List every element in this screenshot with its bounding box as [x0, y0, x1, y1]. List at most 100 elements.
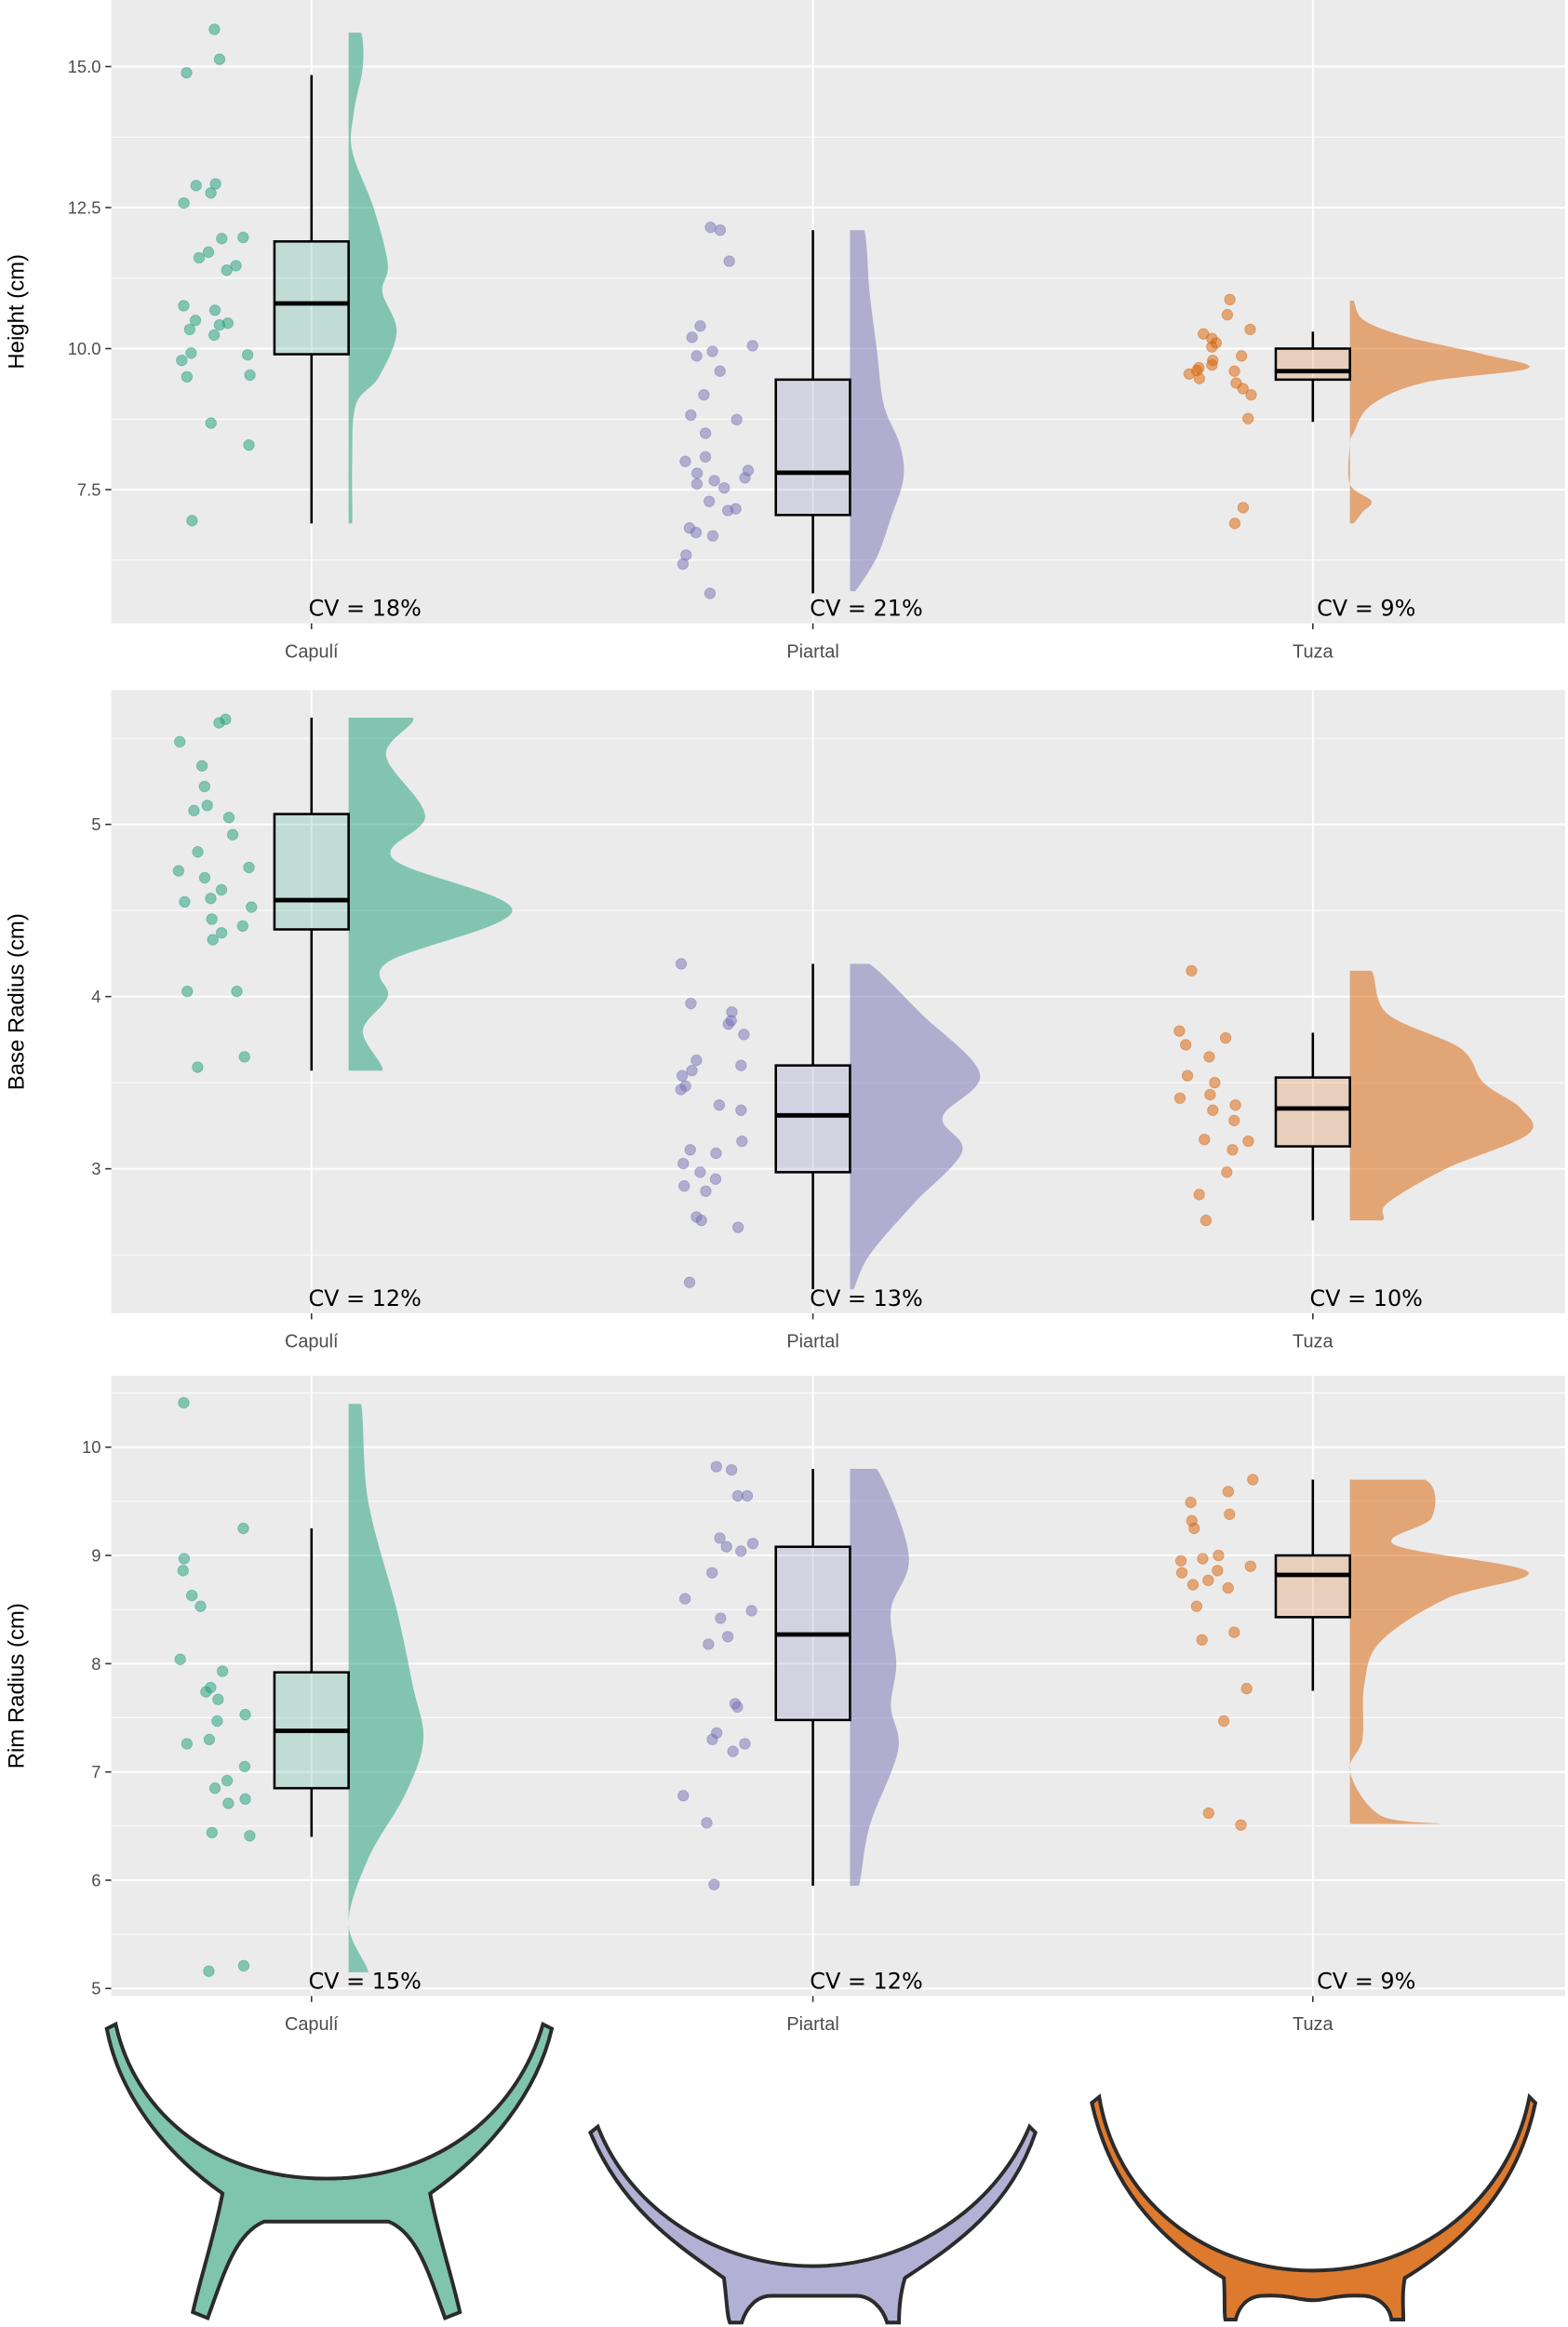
group-capulí: CV = 15% Capulí [174, 1396, 424, 2035]
data-point [677, 1157, 690, 1170]
data-point [741, 1489, 754, 1502]
data-point [1228, 365, 1240, 377]
data-point [207, 934, 219, 946]
data-point [1198, 328, 1210, 340]
data-point [226, 828, 239, 841]
x-tick-label: Tuza [1293, 641, 1333, 662]
data-point [181, 370, 194, 383]
x-tick-label: Piartal [786, 1332, 838, 1352]
y-tick-label: 15.0 [68, 57, 101, 76]
y-axis-title: Rim Radius (cm) [5, 1603, 30, 1769]
data-point [1224, 1508, 1236, 1521]
data-point [1173, 1025, 1186, 1037]
data-point [735, 1104, 747, 1116]
data-point [244, 369, 256, 382]
data-point [690, 467, 704, 479]
density-half-violin [850, 963, 981, 1290]
data-point [745, 1605, 757, 1617]
data-point [1175, 1567, 1188, 1579]
data-point [714, 365, 726, 377]
data-point [690, 478, 704, 491]
data-point [1207, 1104, 1219, 1116]
y-tick-label: 12.5 [68, 197, 101, 217]
data-point [746, 1538, 759, 1550]
data-point [1188, 1522, 1200, 1535]
box-iqr [774, 378, 851, 517]
data-point [704, 587, 717, 599]
data-point [1235, 1819, 1247, 1831]
data-point [714, 224, 727, 236]
density-half-violin [850, 230, 905, 592]
data-point [198, 871, 211, 884]
data-point [1224, 293, 1236, 306]
data-point [208, 329, 221, 342]
data-point [192, 1061, 204, 1073]
y-tick-label: 7.5 [77, 479, 101, 499]
data-point [722, 1018, 734, 1030]
data-point [710, 1460, 722, 1473]
data-point [715, 1612, 727, 1624]
y-tick-label: 6 [91, 1870, 101, 1890]
data-point [675, 958, 688, 970]
data-point [735, 1059, 747, 1071]
x-tick-label: Piartal [786, 2014, 838, 2035]
cv-label: CV = 9% [1317, 596, 1415, 622]
data-point [236, 920, 249, 933]
data-point [221, 1774, 234, 1787]
data-point [1245, 388, 1257, 401]
x-tick-label: Capulí [285, 641, 339, 662]
data-point [208, 23, 221, 35]
x-tick-label: Capulí [285, 1332, 339, 1352]
data-point [201, 800, 213, 812]
data-point [1197, 1553, 1209, 1565]
box-iqr [1274, 347, 1351, 382]
box-iqr [273, 240, 350, 356]
data-point [209, 178, 221, 190]
data-point [241, 348, 254, 361]
vessel-tuza [1090, 2092, 1538, 2322]
data-point [1183, 368, 1196, 381]
data-point [1206, 341, 1218, 353]
data-point [1199, 1214, 1213, 1227]
data-point [213, 717, 225, 729]
data-point [683, 1276, 696, 1288]
data-point [708, 1878, 720, 1890]
data-point [216, 1665, 229, 1677]
group-capulí: CV = 18% Capulí [176, 23, 422, 662]
data-point [1202, 1807, 1215, 1820]
y-tick-label: 7 [91, 1762, 101, 1782]
data-point [721, 504, 734, 517]
data-point [730, 413, 743, 426]
data-point [685, 997, 697, 1010]
data-point [1222, 1581, 1234, 1594]
data-point [739, 1738, 751, 1750]
data-point [185, 347, 197, 359]
cv-label: CV = 21% [810, 596, 922, 622]
x-tick-label: Piartal [786, 641, 838, 662]
data-point [701, 1817, 713, 1829]
x-tick-label: Capulí [285, 2014, 339, 2035]
data-point [727, 1745, 739, 1757]
data-point [194, 1600, 207, 1612]
data-point [239, 1708, 251, 1721]
data-point [221, 264, 233, 276]
y-tick-label: 5 [91, 814, 101, 834]
y-axis-title: Base Radius (cm) [5, 913, 30, 1090]
data-point [678, 1593, 691, 1605]
data-point [678, 1179, 690, 1192]
data-point [1237, 383, 1249, 395]
data-point [1196, 1634, 1208, 1647]
data-point [714, 1532, 726, 1544]
data-point [721, 1631, 734, 1643]
data-point [706, 345, 718, 357]
x-tick-label: Tuza [1293, 1332, 1333, 1352]
cv-label: CV = 10% [1309, 1285, 1422, 1311]
density-half-violin [1349, 970, 1534, 1221]
data-point [1202, 1574, 1214, 1587]
data-point [690, 350, 703, 362]
data-point [202, 246, 215, 259]
density-half-violin [348, 33, 397, 524]
data-point [1185, 1496, 1197, 1509]
